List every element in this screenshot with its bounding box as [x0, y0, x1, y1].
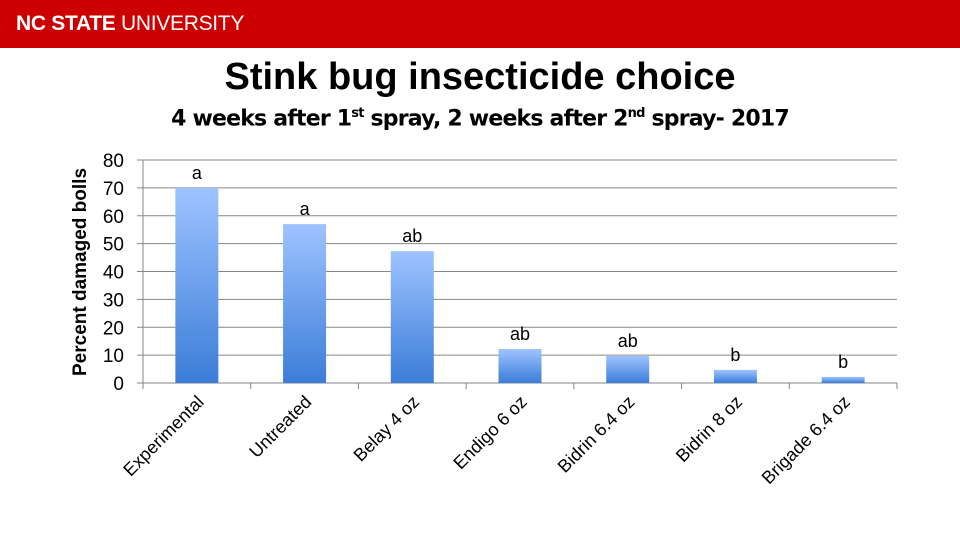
- y-tick-label: 60: [103, 207, 124, 228]
- y-tick-label: 0: [113, 374, 124, 395]
- y-tick-label: 40: [103, 263, 124, 284]
- slide-subtitle: 4 weeks after 1st spray, 2 weeks after 2…: [0, 106, 960, 131]
- significance-label: ab: [618, 331, 638, 351]
- y-tick-label: 70: [103, 179, 124, 200]
- x-axis-labels: Experimental Untreated Belay 4 oz Endigo 6 …: [119, 392, 854, 488]
- significance-label: a: [300, 199, 311, 219]
- x-category-label: Bidrin 6.4 oz: [554, 392, 639, 477]
- university-logo: NC STATE UNIVERSITY: [16, 12, 244, 36]
- significance-label: b: [838, 352, 848, 372]
- subtitle-part: spray- 2017: [644, 106, 789, 132]
- y-tick-label: 30: [103, 290, 124, 311]
- brand-bold: NC STATE: [16, 12, 116, 35]
- significance-label: ab: [402, 226, 422, 246]
- bar: [713, 369, 757, 383]
- y-tick-label: 80: [103, 151, 124, 172]
- significance-label: b: [730, 345, 740, 365]
- y-axis-label: Percent damaged bolls: [70, 168, 91, 376]
- subtitle-sup: st: [351, 106, 364, 121]
- subtitle-sup: nd: [627, 106, 646, 121]
- slide-title: Stink bug insecticide choice: [224, 56, 736, 98]
- x-category-label: Belay 4 oz: [350, 392, 424, 466]
- y-tick-label: 10: [103, 346, 124, 367]
- x-category-label: Brigade 6.4 oz: [758, 392, 854, 488]
- bar: [175, 187, 219, 383]
- x-category-label: Untreated: [245, 392, 315, 462]
- bar: [283, 224, 327, 383]
- university-banner: NC STATE UNIVERSITY: [0, 0, 960, 48]
- y-axis-ticks: 0 10 20 30 40 50 60 70 80: [103, 151, 124, 395]
- subtitle-part: 4 weeks after 1: [171, 106, 352, 132]
- bar: [498, 348, 542, 383]
- y-tick-label: 50: [103, 235, 124, 256]
- bars: a a ab ab ab b b: [175, 163, 865, 383]
- subtitle-part: spray, 2 weeks after 2: [363, 106, 629, 132]
- bar: [606, 355, 650, 383]
- x-category-label: Experimental: [119, 392, 207, 480]
- y-tick-label: 20: [103, 318, 124, 339]
- x-category-label: Endigo 6 oz: [449, 392, 530, 473]
- significance-label: ab: [510, 324, 530, 344]
- brand-light: UNIVERSITY: [115, 12, 245, 35]
- x-category-label: Bidrin 8 oz: [672, 392, 746, 466]
- bar: [390, 251, 434, 383]
- bar: [821, 376, 865, 383]
- significance-label: a: [192, 163, 203, 183]
